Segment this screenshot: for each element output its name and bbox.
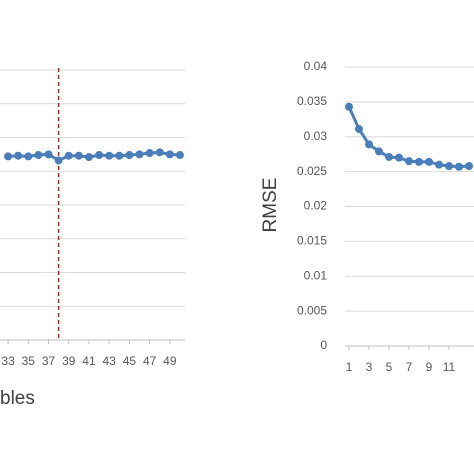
y-tick-label: 0.035: [297, 94, 327, 108]
x-tick-label: 49: [163, 354, 177, 368]
x-tick-label: 3: [366, 360, 373, 374]
data-point: [84, 153, 93, 162]
data-point: [34, 151, 43, 160]
data-point: [365, 140, 373, 149]
data-point: [435, 160, 443, 169]
data-point: [355, 125, 363, 134]
x-tick-label: 39: [62, 354, 76, 368]
data-point: [465, 162, 473, 171]
data-point: [14, 151, 23, 160]
x-tick-label: 41: [82, 354, 96, 368]
x-axis-title: bles: [0, 388, 35, 409]
y-axis-title: RMSE: [260, 178, 281, 233]
data-point: [145, 149, 154, 158]
data-point: [135, 150, 144, 159]
x-tick-label: 1: [346, 360, 353, 374]
data-point: [54, 156, 63, 165]
data-point: [44, 150, 53, 159]
x-tick-label: 47: [143, 354, 157, 368]
data-point: [175, 151, 184, 160]
data-point: [24, 152, 33, 161]
x-tick-label: 45: [123, 354, 137, 368]
data-point: [345, 102, 353, 111]
y-tick-label: 0.02: [304, 199, 328, 213]
data-point: [405, 157, 413, 166]
data-point: [115, 151, 124, 160]
y-tick-label: 0.005: [297, 303, 327, 317]
data-point: [385, 152, 393, 161]
y-tick-label: 0.04: [304, 59, 328, 73]
y-tick-label: 0.015: [297, 234, 327, 248]
y-tick-label: 0.025: [297, 164, 327, 178]
x-tick-label: 43: [103, 354, 117, 368]
x-tick-label: 35: [22, 354, 36, 368]
x-tick-label: 33: [1, 354, 15, 368]
y-tick-label: 0.01: [304, 268, 328, 282]
data-point: [4, 152, 13, 161]
x-tick-label: 5: [386, 360, 393, 374]
data-point: [415, 157, 423, 166]
x-tick-label: 7: [406, 360, 413, 374]
data-point: [155, 148, 164, 157]
data-point: [395, 153, 403, 162]
x-tick-label: 9: [426, 360, 433, 374]
y-tick-label: 0.03: [304, 129, 328, 143]
data-point: [64, 151, 73, 160]
data-point: [125, 151, 134, 160]
data-point: [455, 162, 463, 171]
data-point: [425, 157, 433, 166]
data-point: [105, 151, 114, 160]
data-point: [74, 151, 83, 160]
data-point: [165, 150, 174, 159]
x-tick-label: 11: [443, 360, 456, 374]
y-tick-label: 0: [320, 338, 327, 352]
data-point: [445, 162, 453, 171]
data-point: [375, 147, 383, 156]
data-point: [95, 151, 104, 160]
x-tick-label: 37: [42, 354, 56, 368]
